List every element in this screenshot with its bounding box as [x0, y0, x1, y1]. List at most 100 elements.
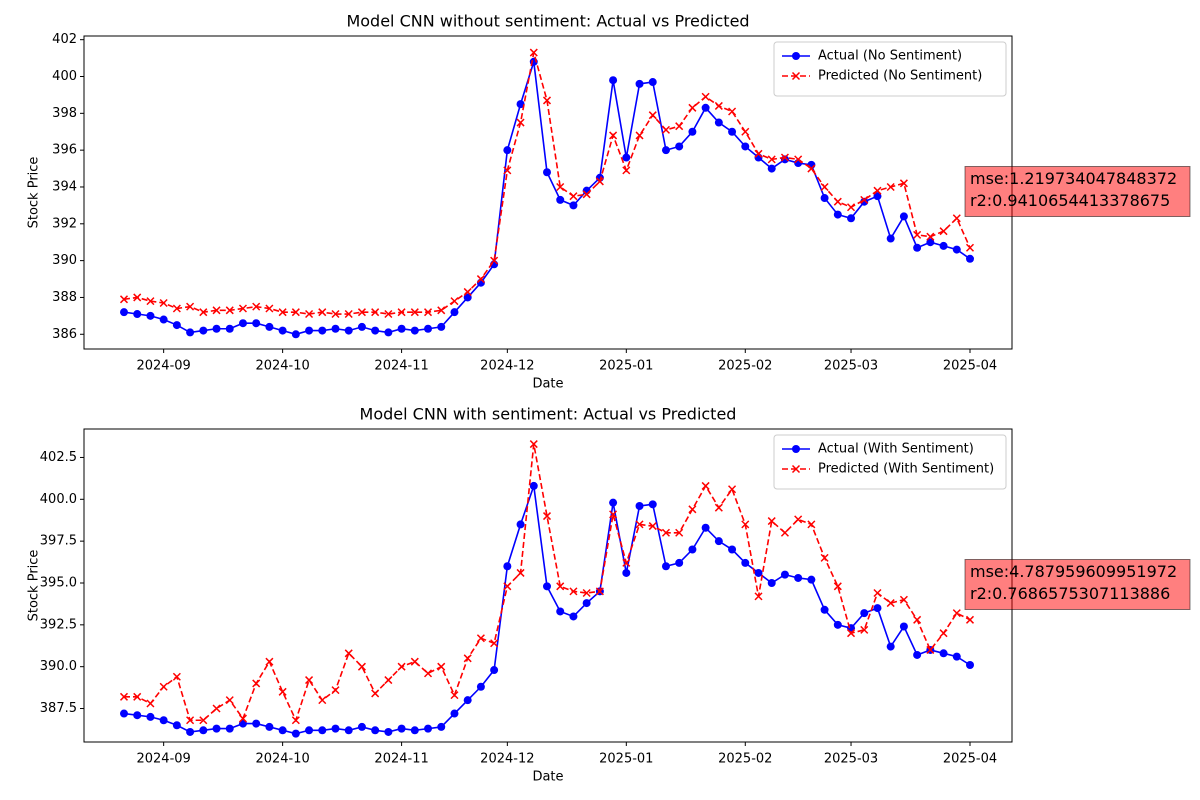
point: [516, 568, 525, 577]
point: [384, 676, 393, 685]
point: [899, 179, 908, 188]
point: [424, 308, 433, 317]
point: [225, 306, 234, 315]
point: [371, 308, 380, 317]
point: [622, 568, 631, 577]
annotation-box: [964, 166, 1191, 217]
point: [714, 118, 723, 127]
x-tick-label: 2025-01: [599, 359, 653, 374]
point: [410, 657, 419, 666]
legend-marker: [792, 445, 800, 453]
point: [305, 326, 314, 335]
point: [675, 558, 684, 567]
x-tick-label: 2024-11: [374, 359, 428, 374]
point: [516, 520, 525, 529]
y-tick-label: 394: [52, 179, 77, 194]
point: [159, 716, 168, 725]
point: [913, 243, 922, 252]
point: [661, 528, 670, 537]
x-axis-label: Date: [532, 377, 563, 392]
point: [939, 227, 948, 236]
point: [543, 168, 551, 177]
point: [344, 726, 353, 735]
point: [212, 324, 221, 333]
point: [199, 726, 208, 735]
y-axis-label: Stock Price: [27, 550, 42, 622]
point: [133, 711, 142, 720]
y-tick-label: 390: [52, 253, 77, 268]
point: [133, 310, 142, 319]
point: [661, 146, 670, 155]
point: [172, 721, 181, 730]
point: [873, 192, 882, 201]
point: [741, 558, 750, 567]
point: [701, 103, 710, 112]
point: [503, 146, 512, 155]
point: [688, 545, 697, 554]
point: [847, 214, 856, 223]
point: [886, 182, 895, 192]
point: [199, 308, 208, 317]
point: [860, 609, 869, 618]
point: [146, 297, 155, 306]
point: [172, 672, 181, 681]
point: [357, 308, 366, 317]
point: [635, 79, 644, 88]
point: [754, 149, 763, 158]
point: [371, 326, 380, 335]
point: [357, 322, 366, 331]
point: [595, 587, 604, 596]
point: [265, 304, 274, 313]
point: [899, 212, 908, 221]
point: [886, 642, 895, 651]
y-tick-label: 390.0: [40, 659, 77, 674]
point: [278, 308, 287, 317]
x-tick-label: 2025-02: [718, 359, 772, 374]
legend-label: Actual (No Sentiment): [818, 49, 962, 64]
point: [675, 142, 684, 151]
point: [965, 243, 975, 252]
point: [212, 704, 221, 713]
point: [133, 293, 142, 302]
y-tick-label: 392: [52, 216, 77, 231]
point: [569, 587, 578, 596]
point: [371, 726, 380, 735]
plot-area: [119, 440, 975, 738]
point: [833, 197, 842, 206]
point: [622, 558, 631, 567]
x-axis-label: Date: [532, 770, 563, 785]
point: [741, 520, 750, 529]
x-tick-label: 2025-01: [599, 752, 653, 767]
annotation-text: r2:0.9410654413378675: [970, 191, 1170, 210]
point: [159, 315, 168, 324]
point: [172, 321, 181, 330]
point: [714, 537, 723, 546]
annotation-text: mse:1.219734047848372: [970, 169, 1177, 188]
point: [199, 326, 208, 335]
legend-label: Actual (With Sentiment): [818, 442, 974, 457]
point: [503, 166, 512, 175]
point: [318, 326, 327, 335]
point: [582, 190, 591, 199]
point: [754, 592, 763, 601]
point: [331, 309, 340, 319]
point: [397, 724, 406, 733]
x-tick-label: 2025-04: [943, 359, 997, 374]
point: [146, 712, 155, 721]
point: [516, 100, 525, 109]
point: [794, 515, 803, 524]
x-tick-label: 2025-03: [824, 359, 878, 374]
point: [794, 155, 803, 164]
point: [807, 575, 816, 584]
chart-title: Model CNN without sentiment: Actual vs P…: [346, 12, 749, 31]
point: [899, 595, 908, 604]
point: [780, 153, 789, 162]
point: [384, 328, 393, 337]
point: [860, 197, 869, 206]
point: [675, 528, 684, 537]
point: [754, 568, 763, 577]
point: [305, 309, 314, 319]
point: [318, 726, 327, 735]
point: [265, 322, 274, 331]
point: [807, 164, 816, 173]
